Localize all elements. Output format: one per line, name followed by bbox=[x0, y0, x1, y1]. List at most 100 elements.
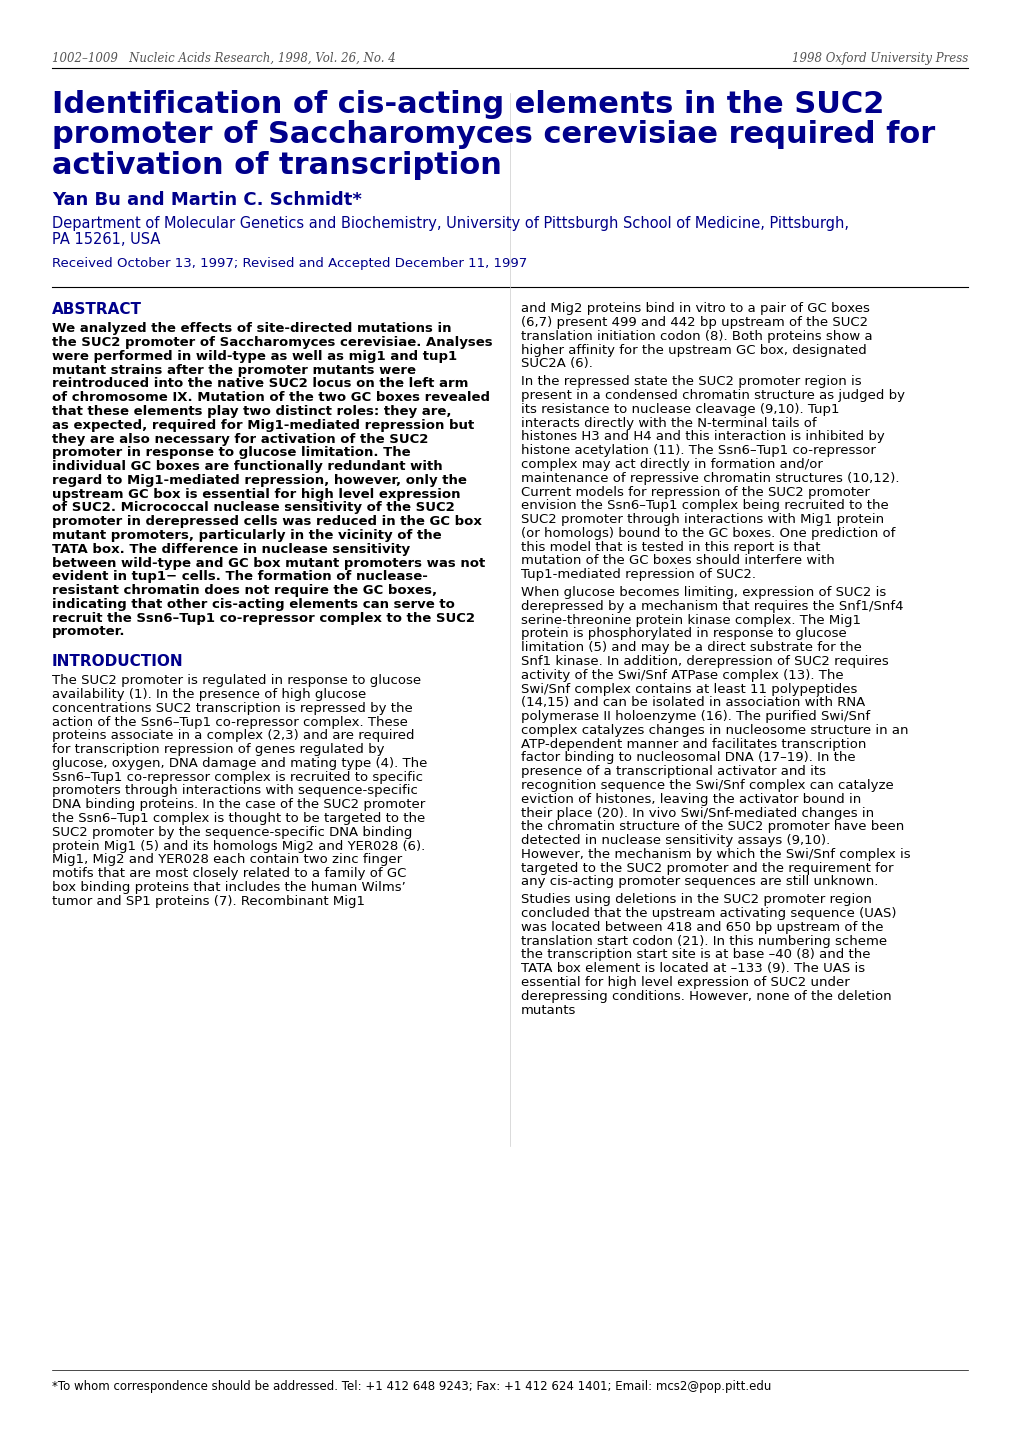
Text: SUC2 promoter by the sequence-specific DNA binding: SUC2 promoter by the sequence-specific D… bbox=[52, 825, 412, 838]
Text: TATA box. The difference in nuclease sensitivity: TATA box. The difference in nuclease sen… bbox=[52, 543, 410, 556]
Text: essential for high level expression of SUC2 under: essential for high level expression of S… bbox=[521, 975, 849, 988]
Text: Identification of cis-acting elements in the SUC2: Identification of cis-acting elements in… bbox=[52, 89, 883, 118]
Text: Department of Molecular Genetics and Biochemistry, University of Pittsburgh Scho: Department of Molecular Genetics and Bio… bbox=[52, 216, 848, 231]
Text: promoter in derepressed cells was reduced in the GC box: promoter in derepressed cells was reduce… bbox=[52, 515, 481, 528]
Text: reintroduced into the native SUC2 locus on the left arm: reintroduced into the native SUC2 locus … bbox=[52, 378, 468, 391]
Text: promoter in response to glucose limitation. The: promoter in response to glucose limitati… bbox=[52, 446, 411, 459]
Text: TATA box element is located at –133 (9). The UAS is: TATA box element is located at –133 (9).… bbox=[521, 962, 864, 975]
Text: interacts directly with the N-terminal tails of: interacts directly with the N-terminal t… bbox=[521, 417, 816, 430]
Text: protein Mig1 (5) and its homologs Mig2 and YER028 (6).: protein Mig1 (5) and its homologs Mig2 a… bbox=[52, 840, 425, 853]
Text: action of the Ssn6–Tup1 co-repressor complex. These: action of the Ssn6–Tup1 co-repressor com… bbox=[52, 716, 408, 729]
Text: mutant promoters, particularly in the vicinity of the: mutant promoters, particularly in the vi… bbox=[52, 530, 441, 543]
Text: Yan Bu and Martin C. Schmidt*: Yan Bu and Martin C. Schmidt* bbox=[52, 190, 362, 209]
Text: of SUC2. Micrococcal nuclease sensitivity of the SUC2: of SUC2. Micrococcal nuclease sensitivit… bbox=[52, 502, 454, 515]
Text: availability (1). In the presence of high glucose: availability (1). In the presence of hig… bbox=[52, 688, 366, 701]
Text: When glucose becomes limiting, expression of SUC2 is: When glucose becomes limiting, expressio… bbox=[521, 586, 886, 599]
Text: Ssn6–Tup1 co-repressor complex is recruited to specific: Ssn6–Tup1 co-repressor complex is recrui… bbox=[52, 771, 423, 784]
Text: ATP-dependent manner and facilitates transcription: ATP-dependent manner and facilitates tra… bbox=[521, 737, 865, 750]
Text: targeted to the SUC2 promoter and the requirement for: targeted to the SUC2 promoter and the re… bbox=[521, 861, 893, 874]
Text: mutants: mutants bbox=[521, 1003, 576, 1016]
Text: histones H3 and H4 and this interaction is inhibited by: histones H3 and H4 and this interaction … bbox=[521, 430, 883, 443]
Text: translation initiation codon (8). Both proteins show a: translation initiation codon (8). Both p… bbox=[521, 330, 872, 343]
Text: they are also necessary for activation of the SUC2: they are also necessary for activation o… bbox=[52, 433, 428, 446]
Text: concentrations SUC2 transcription is repressed by the: concentrations SUC2 transcription is rep… bbox=[52, 701, 413, 714]
Text: the SUC2 promoter of Saccharomyces cerevisiae. Analyses: the SUC2 promoter of Saccharomyces cerev… bbox=[52, 336, 492, 349]
Text: eviction of histones, leaving the activator bound in: eviction of histones, leaving the activa… bbox=[521, 792, 860, 805]
Text: for transcription repression of genes regulated by: for transcription repression of genes re… bbox=[52, 743, 384, 756]
Text: PA 15261, USA: PA 15261, USA bbox=[52, 232, 160, 247]
Text: proteins associate in a complex (2,3) and are required: proteins associate in a complex (2,3) an… bbox=[52, 729, 414, 742]
Text: higher affinity for the upstream GC box, designated: higher affinity for the upstream GC box,… bbox=[521, 343, 866, 356]
Text: indicating that other cis-acting elements can serve to: indicating that other cis-acting element… bbox=[52, 597, 454, 610]
Text: derepressed by a mechanism that requires the Snf1/Snf4: derepressed by a mechanism that requires… bbox=[521, 600, 903, 613]
Text: this model that is tested in this report is that: this model that is tested in this report… bbox=[521, 541, 819, 554]
Text: INTRODUCTION: INTRODUCTION bbox=[52, 654, 183, 670]
Text: and Mig2 proteins bind in vitro to a pair of GC boxes: and Mig2 proteins bind in vitro to a pai… bbox=[521, 303, 869, 316]
Text: its resistance to nuclease cleavage (9,10). Tup1: its resistance to nuclease cleavage (9,1… bbox=[521, 403, 839, 416]
Text: box binding proteins that includes the human Wilms’: box binding proteins that includes the h… bbox=[52, 880, 406, 893]
Text: Snf1 kinase. In addition, derepression of SUC2 requires: Snf1 kinase. In addition, derepression o… bbox=[521, 655, 888, 668]
Text: were performed in wild-type as well as mig1 and tup1: were performed in wild-type as well as m… bbox=[52, 351, 457, 364]
Text: that these elements play two distinct roles: they are,: that these elements play two distinct ro… bbox=[52, 405, 451, 418]
Text: However, the mechanism by which the Swi/Snf complex is: However, the mechanism by which the Swi/… bbox=[521, 848, 910, 861]
Text: complex may act directly in formation and/or: complex may act directly in formation an… bbox=[521, 457, 822, 470]
Text: activity of the Swi/Snf ATPase complex (13). The: activity of the Swi/Snf ATPase complex (… bbox=[521, 668, 843, 681]
Text: ABSTRACT: ABSTRACT bbox=[52, 303, 142, 317]
Text: regard to Mig1-mediated repression, however, only the: regard to Mig1-mediated repression, howe… bbox=[52, 473, 467, 486]
Text: 1998 Oxford University Press: 1998 Oxford University Press bbox=[791, 52, 967, 65]
Text: the chromatin structure of the SUC2 promoter have been: the chromatin structure of the SUC2 prom… bbox=[521, 820, 904, 833]
Text: Mig1, Mig2 and YER028 each contain two zinc finger: Mig1, Mig2 and YER028 each contain two z… bbox=[52, 853, 401, 866]
Text: derepressing conditions. However, none of the deletion: derepressing conditions. However, none o… bbox=[521, 990, 891, 1003]
Text: histone acetylation (11). The Ssn6–Tup1 co-repressor: histone acetylation (11). The Ssn6–Tup1 … bbox=[521, 444, 875, 457]
Text: SUC2 promoter through interactions with Mig1 protein: SUC2 promoter through interactions with … bbox=[521, 514, 883, 527]
Text: SUC2A (6).: SUC2A (6). bbox=[521, 358, 592, 371]
Text: the Ssn6–Tup1 complex is thought to be targeted to the: the Ssn6–Tup1 complex is thought to be t… bbox=[52, 812, 425, 825]
Text: polymerase II holoenzyme (16). The purified Swi/Snf: polymerase II holoenzyme (16). The purif… bbox=[521, 710, 869, 723]
Text: mutation of the GC boxes should interfere with: mutation of the GC boxes should interfer… bbox=[521, 554, 834, 567]
Text: of chromosome IX. Mutation of the two GC boxes revealed: of chromosome IX. Mutation of the two GC… bbox=[52, 391, 489, 404]
Text: (14,15) and can be isolated in association with RNA: (14,15) and can be isolated in associati… bbox=[521, 697, 864, 710]
Text: was located between 418 and 650 bp upstream of the: was located between 418 and 650 bp upstr… bbox=[521, 921, 882, 934]
Text: glucose, oxygen, DNA damage and mating type (4). The: glucose, oxygen, DNA damage and mating t… bbox=[52, 758, 427, 771]
Text: serine-threonine protein kinase complex. The Mig1: serine-threonine protein kinase complex.… bbox=[521, 613, 860, 626]
Text: presence of a transcriptional activator and its: presence of a transcriptional activator … bbox=[521, 765, 825, 778]
Text: factor binding to nucleosomal DNA (17–19). In the: factor binding to nucleosomal DNA (17–19… bbox=[521, 752, 855, 765]
Text: The SUC2 promoter is regulated in response to glucose: The SUC2 promoter is regulated in respon… bbox=[52, 674, 421, 687]
Text: evident in tup1− cells. The formation of nuclease-: evident in tup1− cells. The formation of… bbox=[52, 570, 427, 583]
Text: Tup1-mediated repression of SUC2.: Tup1-mediated repression of SUC2. bbox=[521, 569, 755, 582]
Text: We analyzed the effects of site-directed mutations in: We analyzed the effects of site-directed… bbox=[52, 322, 451, 335]
Text: detected in nuclease sensitivity assays (9,10).: detected in nuclease sensitivity assays … bbox=[521, 834, 829, 847]
Text: DNA binding proteins. In the case of the SUC2 promoter: DNA binding proteins. In the case of the… bbox=[52, 798, 425, 811]
Text: limitation (5) and may be a direct substrate for the: limitation (5) and may be a direct subst… bbox=[521, 641, 861, 654]
Text: recruit the Ssn6–Tup1 co-repressor complex to the SUC2: recruit the Ssn6–Tup1 co-repressor compl… bbox=[52, 612, 475, 625]
Text: complex catalyzes changes in nucleosome structure in an: complex catalyzes changes in nucleosome … bbox=[521, 724, 908, 737]
Text: translation start codon (21). In this numbering scheme: translation start codon (21). In this nu… bbox=[521, 935, 887, 948]
Text: recognition sequence the Swi/Snf complex can catalyze: recognition sequence the Swi/Snf complex… bbox=[521, 779, 893, 792]
Text: the transcription start site is at base –40 (8) and the: the transcription start site is at base … bbox=[521, 948, 869, 961]
Text: In the repressed state the SUC2 promoter region is: In the repressed state the SUC2 promoter… bbox=[521, 375, 861, 388]
Text: any cis-acting promoter sequences are still unknown.: any cis-acting promoter sequences are st… bbox=[521, 876, 877, 889]
Text: individual GC boxes are functionally redundant with: individual GC boxes are functionally red… bbox=[52, 460, 442, 473]
Text: motifs that are most closely related to a family of GC: motifs that are most closely related to … bbox=[52, 867, 406, 880]
Text: promoter.: promoter. bbox=[52, 625, 125, 638]
Text: their place (20). In vivo Swi/Snf-mediated changes in: their place (20). In vivo Swi/Snf-mediat… bbox=[521, 807, 873, 820]
Text: *To whom correspondence should be addressed. Tel: +1 412 648 9243; Fax: +1 412 6: *To whom correspondence should be addres… bbox=[52, 1380, 770, 1392]
Text: 1002–1009   Nucleic Acids Research, 1998, Vol. 26, No. 4: 1002–1009 Nucleic Acids Research, 1998, … bbox=[52, 52, 395, 65]
Text: activation of transcription: activation of transcription bbox=[52, 150, 501, 180]
Text: protein is phosphorylated in response to glucose: protein is phosphorylated in response to… bbox=[521, 628, 846, 641]
Text: Received October 13, 1997; Revised and Accepted December 11, 1997: Received October 13, 1997; Revised and A… bbox=[52, 257, 527, 270]
Text: tumor and SP1 proteins (7). Recombinant Mig1: tumor and SP1 proteins (7). Recombinant … bbox=[52, 895, 365, 908]
Text: upstream GC box is essential for high level expression: upstream GC box is essential for high le… bbox=[52, 488, 460, 501]
Text: mutant strains after the promoter mutants were: mutant strains after the promoter mutant… bbox=[52, 364, 416, 377]
Text: (or homologs) bound to the GC boxes. One prediction of: (or homologs) bound to the GC boxes. One… bbox=[521, 527, 895, 540]
Text: envision the Ssn6–Tup1 complex being recruited to the: envision the Ssn6–Tup1 complex being rec… bbox=[521, 499, 888, 512]
Text: between wild-type and GC box mutant promoters was not: between wild-type and GC box mutant prom… bbox=[52, 557, 485, 570]
Text: promoter of Saccharomyces cerevisiae required for: promoter of Saccharomyces cerevisiae req… bbox=[52, 120, 934, 150]
Text: Swi/Snf complex contains at least 11 polypeptides: Swi/Snf complex contains at least 11 pol… bbox=[521, 683, 857, 696]
Text: present in a condensed chromatin structure as judged by: present in a condensed chromatin structu… bbox=[521, 390, 904, 403]
Text: (6,7) present 499 and 442 bp upstream of the SUC2: (6,7) present 499 and 442 bp upstream of… bbox=[521, 316, 867, 329]
Text: Current models for repression of the SUC2 promoter: Current models for repression of the SUC… bbox=[521, 486, 869, 499]
Text: resistant chromatin does not require the GC boxes,: resistant chromatin does not require the… bbox=[52, 584, 437, 597]
Text: as expected, required for Mig1-mediated repression but: as expected, required for Mig1-mediated … bbox=[52, 418, 474, 431]
Text: Studies using deletions in the SUC2 promoter region: Studies using deletions in the SUC2 prom… bbox=[521, 893, 871, 906]
